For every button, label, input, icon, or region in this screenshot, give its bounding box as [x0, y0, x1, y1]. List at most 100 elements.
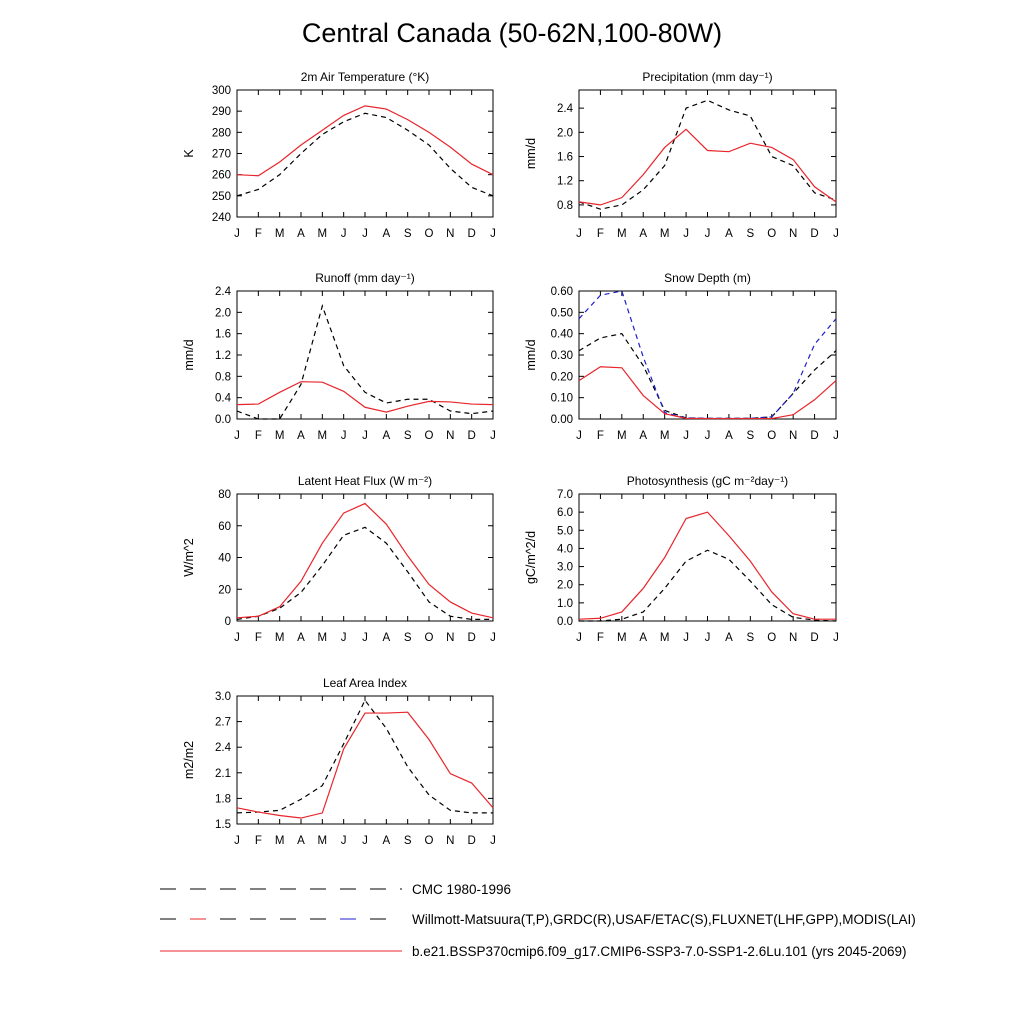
- y-axis-label: mm/d: [524, 138, 538, 169]
- x-tick-label: J: [490, 835, 496, 847]
- y-tick-label: 3.0: [557, 562, 573, 574]
- panel-title: Latent Heat Flux (W m⁻²): [298, 474, 432, 488]
- y-tick-label: 1.2: [215, 350, 231, 362]
- y-tick-label: 0.0: [557, 616, 573, 628]
- x-tick-label: D: [468, 430, 476, 442]
- y-tick-label: 1.6: [557, 152, 573, 164]
- panel-title: Leaf Area Index: [323, 676, 407, 690]
- x-tick-label: J: [705, 430, 711, 442]
- plot-frame: [236, 290, 494, 420]
- x-tick-label: J: [490, 632, 496, 644]
- x-tick-label: M: [318, 632, 328, 644]
- x-tick-label: J: [362, 632, 368, 644]
- x-tick-label: M: [318, 228, 328, 240]
- x-tick-label: S: [404, 430, 412, 442]
- y-tick-label: 40: [218, 553, 231, 565]
- y-tick-label: 240: [212, 212, 231, 224]
- x-tick-label: A: [382, 430, 390, 442]
- x-tick-label: M: [275, 835, 285, 847]
- x-tick-label: O: [767, 632, 776, 644]
- x-tick-label: N: [789, 430, 797, 442]
- y-tick-label: 2.4: [215, 742, 232, 754]
- series-line-observed: [236, 112, 494, 197]
- y-tick-label: 290: [212, 106, 231, 118]
- x-tick-label: F: [597, 228, 604, 240]
- x-tick-label: J: [683, 228, 689, 240]
- x-tick-label: A: [382, 835, 390, 847]
- x-tick-label: A: [639, 430, 647, 442]
- x-tick-label: A: [725, 430, 733, 442]
- x-tick-label: M: [617, 228, 627, 240]
- x-tick-label: J: [683, 632, 689, 644]
- x-tick-label: S: [746, 228, 754, 240]
- x-tick-label: D: [810, 228, 818, 240]
- chart-panel-1: Precipitation (mm day⁻¹)J F M A M J J A S O N D J0.8…: [524, 70, 839, 240]
- series-line-observed: [578, 99, 837, 210]
- y-tick-label: 0.8: [557, 200, 573, 212]
- y-tick-label: 1.6: [215, 329, 231, 341]
- y-tick-label: 0.40: [551, 329, 573, 341]
- chart-panel-4: Latent Heat Flux (W m⁻²)J F M A M J J A S O N D J020…: [182, 474, 496, 644]
- y-tick-label: 2.0: [215, 307, 231, 319]
- x-tick-label: J: [705, 632, 711, 644]
- y-tick-label: 0: [225, 616, 231, 628]
- x-tick-label: A: [382, 228, 390, 240]
- y-tick-label: 0.30: [551, 350, 573, 362]
- x-tick-label: A: [639, 228, 647, 240]
- x-tick-label: M: [318, 835, 328, 847]
- x-tick-label: A: [382, 632, 390, 644]
- x-tick-label: J: [341, 632, 347, 644]
- y-tick-label: 1.5: [215, 819, 231, 831]
- y-tick-label: 7.0: [557, 489, 573, 501]
- y-axis-label: gC/m^2/d: [524, 531, 538, 584]
- x-tick-label: M: [275, 228, 285, 240]
- panel-title: 2m Air Temperature (°K): [301, 70, 430, 84]
- y-tick-label: 280: [212, 127, 231, 139]
- x-tick-label: S: [746, 430, 754, 442]
- y-tick-label: 4.0: [557, 543, 573, 555]
- plot-frame: [236, 493, 494, 622]
- x-tick-label: J: [341, 430, 347, 442]
- x-tick-label: J: [234, 228, 240, 240]
- y-axis-label: W/m^2: [182, 538, 196, 577]
- x-tick-label: D: [468, 632, 476, 644]
- x-tick-label: O: [425, 835, 434, 847]
- x-tick-label: A: [297, 835, 305, 847]
- x-tick-label: A: [725, 632, 733, 644]
- x-tick-label: M: [617, 632, 627, 644]
- y-tick-label: 2.0: [557, 580, 573, 592]
- x-tick-label: J: [833, 430, 839, 442]
- series-line-observed: [236, 699, 493, 814]
- x-tick-label: A: [297, 228, 305, 240]
- x-tick-label: F: [255, 835, 262, 847]
- x-tick-label: N: [446, 228, 454, 240]
- series-line-model: [236, 105, 494, 177]
- series-line-observed: [236, 526, 493, 621]
- x-tick-label: S: [404, 228, 412, 240]
- series-line-model: [578, 511, 836, 620]
- x-tick-label: N: [789, 228, 797, 240]
- x-tick-label: J: [683, 430, 689, 442]
- x-tick-label: M: [617, 430, 627, 442]
- series-line-observed-snow: [578, 290, 837, 419]
- x-tick-label: F: [597, 430, 604, 442]
- x-tick-label: N: [446, 632, 454, 644]
- y-tick-label: 0.50: [551, 307, 573, 319]
- x-tick-label: S: [746, 632, 754, 644]
- x-tick-label: J: [490, 228, 496, 240]
- y-tick-label: 2.0: [557, 127, 573, 139]
- x-tick-label: A: [297, 632, 305, 644]
- y-tick-label: 80: [218, 489, 231, 501]
- x-tick-label: S: [404, 835, 412, 847]
- x-tick-label: O: [425, 430, 434, 442]
- y-axis-label: mm/d: [524, 339, 538, 370]
- page-title: Central Canada (50-62N,100-80W): [301, 18, 723, 48]
- panel-title: Snow Depth (m): [664, 271, 751, 285]
- series-line-model: [236, 381, 494, 413]
- y-tick-label: 300: [212, 85, 231, 97]
- chart-panel-0: 2m Air Temperature (°K)J F M A M J J A S O N D J2402…: [182, 70, 496, 240]
- x-tick-label: F: [255, 228, 262, 240]
- x-tick-label: N: [446, 430, 454, 442]
- x-tick-label: J: [362, 835, 368, 847]
